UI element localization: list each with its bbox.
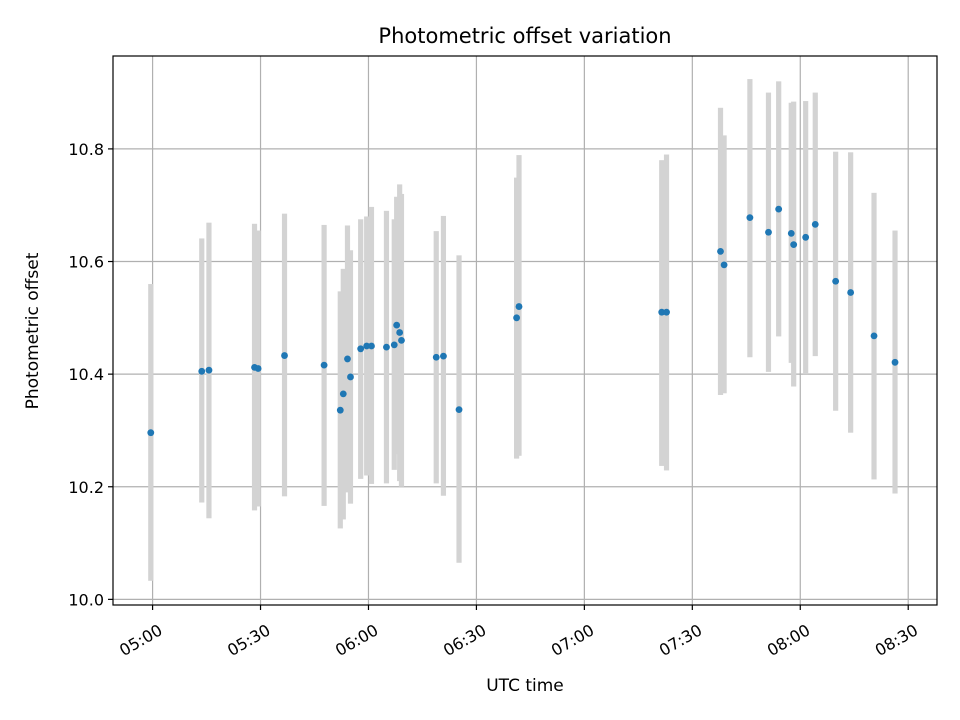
data-point	[432, 353, 440, 361]
data-point	[811, 220, 819, 228]
data-point	[281, 352, 288, 359]
y-tick-label: 10.2	[68, 478, 104, 497]
data-point	[455, 406, 463, 414]
data-point	[870, 332, 878, 340]
data-point	[390, 341, 398, 349]
data-point	[398, 336, 405, 344]
data-point	[746, 214, 754, 222]
chart-title: Photometric offset variation	[378, 24, 671, 48]
data-point	[347, 373, 354, 381]
data-point	[320, 361, 328, 369]
data-point	[832, 277, 840, 285]
data-point	[787, 229, 795, 237]
y-tick-label: 10.4	[68, 365, 104, 384]
data-point	[440, 352, 447, 360]
data-point	[802, 233, 810, 241]
data-point	[513, 314, 521, 322]
data-point	[368, 342, 375, 350]
y-tick-label: 10.6	[68, 253, 104, 272]
data-points	[147, 205, 899, 437]
data-point	[344, 355, 351, 363]
data-point	[720, 261, 728, 269]
data-point	[147, 429, 155, 437]
data-point	[396, 329, 404, 336]
plot-frame	[112, 55, 938, 606]
data-point	[775, 205, 783, 213]
data-point	[336, 406, 344, 414]
data-point	[393, 321, 401, 329]
data-point	[198, 367, 206, 375]
data-point	[847, 289, 855, 296]
data-point	[891, 358, 899, 366]
y-tick-label: 10.0	[68, 590, 104, 609]
data-point	[717, 247, 724, 255]
data-point	[254, 365, 262, 372]
data-point	[663, 308, 670, 316]
data-point	[357, 345, 365, 353]
x-axis-label: UTC time	[486, 676, 564, 696]
data-point	[515, 303, 523, 310]
data-point	[765, 228, 772, 236]
data-point	[658, 308, 666, 316]
y-tick-label: 10.8	[68, 140, 104, 159]
data-point	[339, 390, 347, 398]
data-point	[363, 342, 371, 350]
data-point	[790, 241, 798, 249]
y-axis-label: Photometric offset	[23, 252, 43, 409]
data-point	[383, 343, 390, 351]
data-point	[205, 366, 213, 374]
